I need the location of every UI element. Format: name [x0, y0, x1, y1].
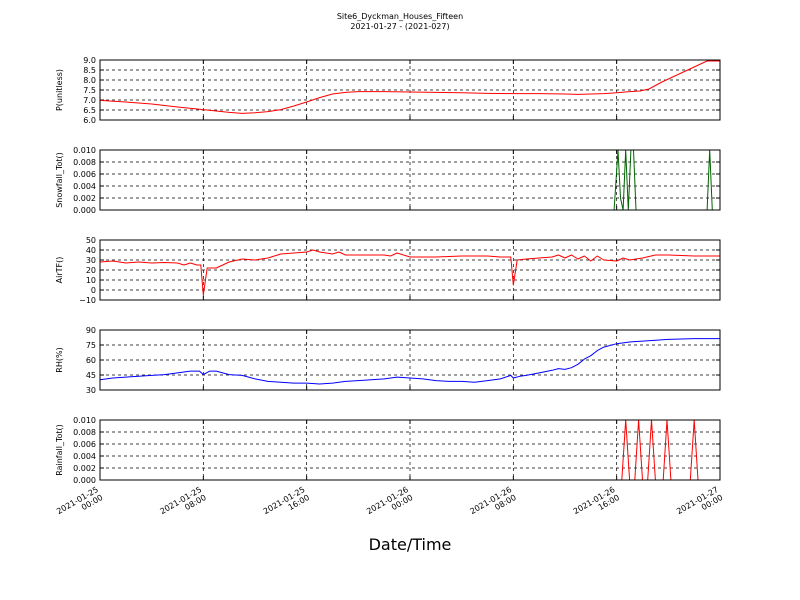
y-tick-label: 45 — [86, 371, 96, 380]
y-tick-label: 0.008 — [73, 428, 96, 437]
y-tick-label: 50 — [86, 236, 96, 245]
panel-pressure: 6.06.57.07.58.08.59.0 P(unitless) — [55, 56, 721, 125]
y-tick-label: 0.010 — [73, 146, 96, 155]
y-tick-label: 0.004 — [73, 182, 96, 191]
y-tick-label: 0.010 — [73, 416, 96, 425]
airtemp-series-line — [99, 249, 720, 296]
pressure-series-line — [99, 60, 720, 114]
figure-title: Site6_Dyckman_Houses_Fifteen — [337, 12, 463, 21]
y-tick-label: 0 — [91, 286, 96, 295]
y-tick-label: 7.0 — [83, 96, 96, 105]
rh-series-line — [99, 338, 720, 385]
figure-subtitle: 2021-01-27 - (2021-027) — [350, 22, 449, 31]
y-tick-label: 75 — [86, 341, 96, 350]
panel-snowfall: 0.000 0.002 0.004 0.006 0.008 0.010 Snowfall_T… — [55, 146, 721, 215]
y-tick-label: 0.006 — [73, 170, 96, 179]
y-tick-label: 8.5 — [83, 66, 96, 75]
y-tick-label: 6.0 — [83, 116, 96, 125]
y-tick-label: 9.0 — [83, 56, 96, 65]
y-tick-label: 30 — [86, 386, 96, 395]
rainfall-y-axis-label: Rainfall_Tot() — [55, 424, 64, 476]
snowfall-y-axis-label: Snowfall_Tot() — [55, 152, 64, 208]
y-tick-label: 8.0 — [83, 76, 96, 85]
y-tick-label: −10 — [79, 296, 96, 305]
chart-panels: 6.06.57.07.58.08.59.0P(unitless)0.0000.0… — [55, 56, 721, 485]
snowfall-series-line — [100, 149, 720, 211]
pressure-y-axis-label: P(unitless) — [55, 69, 64, 111]
y-tick-label: 0.006 — [73, 440, 96, 449]
y-tick-label: 0.002 — [73, 464, 96, 473]
y-tick-label: 0.008 — [73, 158, 96, 167]
y-tick-label: 0.002 — [73, 194, 96, 203]
y-tick-label: 10 — [86, 276, 96, 285]
panel-rainfall: 0.000 0.002 0.004 0.006 0.008 0.010 Rainfall_T… — [55, 416, 721, 485]
x-axis-label: Date/Time — [369, 535, 452, 554]
y-tick-label: 6.5 — [83, 106, 96, 115]
y-tick-label: 0.000 — [73, 206, 96, 215]
y-tick-label: 20 — [86, 266, 96, 275]
y-tick-label: 90 — [86, 326, 96, 335]
y-tick-label: 60 — [86, 356, 96, 365]
y-tick-label: 0.000 — [73, 476, 96, 485]
y-tick-label: 0.004 — [73, 452, 96, 461]
y-tick-label: 7.5 — [83, 86, 96, 95]
panel-rh: 30 45 60 75 90 RH(%) — [55, 326, 721, 395]
y-tick-label: 40 — [86, 246, 96, 255]
y-tick-label: 30 — [86, 256, 96, 265]
rh-y-axis-label: RH(%) — [55, 347, 64, 372]
airtemp-y-axis-label: AirTF() — [55, 257, 64, 284]
